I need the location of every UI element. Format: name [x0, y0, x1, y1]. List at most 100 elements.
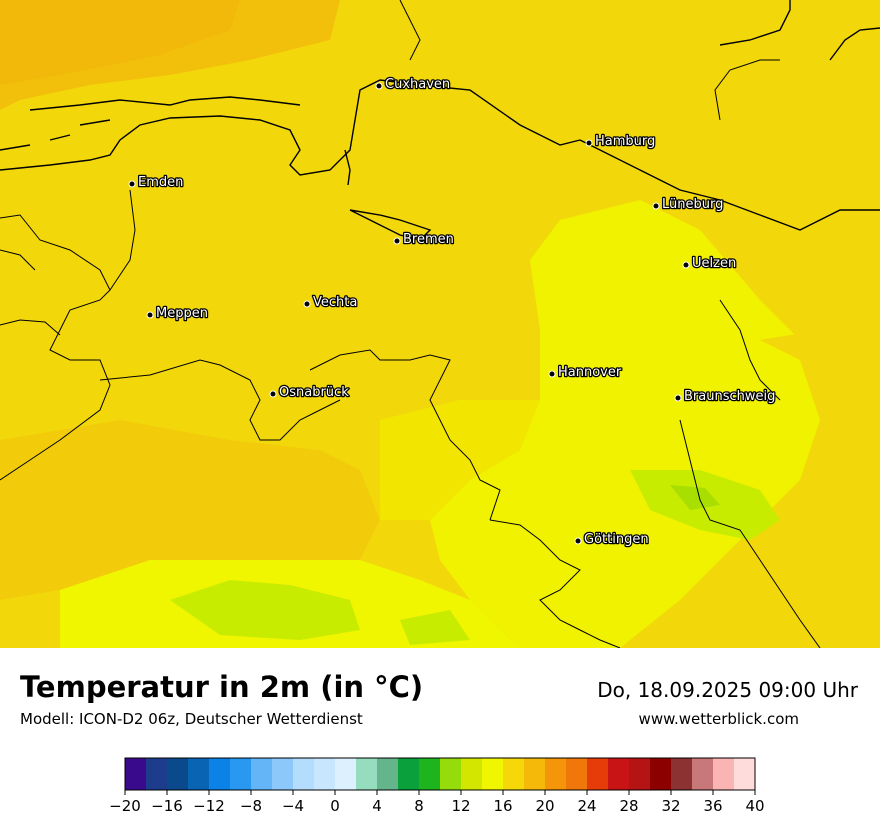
- legend-color-box: [440, 758, 462, 790]
- city-label: Göttingen: [584, 532, 649, 547]
- legend-color-box: [482, 758, 504, 790]
- legend-color-box: [125, 758, 147, 790]
- city-marker-dot: [269, 390, 277, 398]
- legend-tick-label: −4: [282, 797, 304, 815]
- website-link[interactable]: www.wetterblick.com: [638, 710, 799, 728]
- city-markers: Cuxhaven Hamburg Emden Lüneburg Bremen Uelzen…: [128, 76, 777, 548]
- warm-zone-coast: [0, 0, 240, 85]
- legend-color-box: [419, 758, 441, 790]
- legend-color-box: [524, 758, 546, 790]
- map-title: Temperatur in 2m (in °C): [20, 670, 424, 704]
- city-marker-dot: [674, 394, 682, 402]
- city-hannover: Hannover: [548, 364, 623, 381]
- city-label: Vechta: [313, 295, 357, 310]
- cool-zone-south: [400, 610, 470, 645]
- city-uelzen: Uelzen: [682, 255, 737, 272]
- legend-color-box: [398, 758, 420, 790]
- city-label: Cuxhaven: [385, 77, 450, 92]
- city-marker-dot: [128, 180, 136, 188]
- legend-color-box: [356, 758, 378, 790]
- legend-tick-label: 40: [745, 797, 764, 815]
- city-marker-dot: [375, 82, 383, 90]
- city-marker-dot: [303, 300, 311, 308]
- legend-color-boxes: [125, 758, 756, 790]
- legend-color-box: [230, 758, 252, 790]
- legend-ticks: −20 −16 −12 −8 −4 0 4 8 12 16 20 24 28 32 36 40: [109, 790, 765, 815]
- legend-color-box: [734, 758, 756, 790]
- legend-color-box: [272, 758, 294, 790]
- city-label: Bremen: [403, 232, 454, 247]
- city-osnabrück: Osnabrück: [269, 384, 350, 401]
- legend-color-box: [335, 758, 357, 790]
- legend-color-box: [503, 758, 525, 790]
- city-vechta: Vechta: [303, 294, 359, 311]
- legend-color-box: [314, 758, 336, 790]
- borders: [0, 0, 821, 648]
- city-hamburg: Hamburg: [585, 133, 657, 150]
- city-label: Lüneburg: [662, 197, 723, 212]
- legend-color-box: [587, 758, 609, 790]
- legend-color-box: [692, 758, 714, 790]
- city-marker-dot: [682, 261, 690, 269]
- city-label: Emden: [138, 175, 183, 190]
- warm-zone-southwest: [0, 420, 380, 600]
- legend-color-box: [713, 758, 735, 790]
- city-label: Hamburg: [595, 134, 655, 149]
- coastlines: [0, 0, 880, 241]
- legend-color-box: [545, 758, 567, 790]
- city-label: Hannover: [558, 365, 622, 380]
- legend-tick-label: −20: [109, 797, 141, 815]
- city-emden: Emden: [128, 174, 185, 191]
- legend-tick-label: 20: [535, 797, 554, 815]
- city-braunschweig: Braunschweig: [674, 388, 777, 405]
- warm-zone-east: [760, 320, 880, 560]
- city-marker-dot: [585, 139, 593, 147]
- city-marker-dot: [548, 370, 556, 378]
- legend-color-box: [566, 758, 588, 790]
- city-meppen: Meppen: [146, 305, 209, 322]
- legend-tick-label: 0: [330, 797, 340, 815]
- city-göttingen: Göttingen: [574, 531, 650, 548]
- mild-zone-center: [380, 400, 540, 520]
- legend-color-box: [650, 758, 672, 790]
- legend-color-box: [629, 758, 651, 790]
- legend-tick-label: −8: [240, 797, 262, 815]
- legend-tick-label: 12: [451, 797, 470, 815]
- legend-color-box: [146, 758, 168, 790]
- legend-color-box: [671, 758, 693, 790]
- legend-tick-label: 28: [619, 797, 638, 815]
- cool-zone-harz-core: [670, 485, 720, 510]
- legend-tick-label: 32: [661, 797, 680, 815]
- color-legend: −20 −16 −12 −8 −4 0 4 8 12 16 20 24 28 32 36 40: [109, 757, 765, 815]
- city-label: Uelzen: [692, 256, 736, 271]
- legend-tick-label: 36: [703, 797, 722, 815]
- legend-tick-label: 24: [577, 797, 596, 815]
- temperature-map: Cuxhaven Hamburg Emden Lüneburg Bremen Uelzen…: [0, 0, 880, 648]
- city-marker-dot: [652, 202, 660, 210]
- city-label: Osnabrück: [279, 385, 349, 400]
- cool-zone-sw: [170, 580, 360, 640]
- legend-tick-label: 8: [414, 797, 424, 815]
- city-label: Braunschweig: [684, 389, 775, 404]
- legend-color-box: [608, 758, 630, 790]
- forecast-datetime: Do, 18.09.2025 09:00 Uhr: [597, 678, 858, 702]
- legend-color-box: [167, 758, 189, 790]
- model-source: Modell: ICON-D2 06z, Deutscher Wetterdie…: [20, 710, 363, 728]
- legend-color-box: [293, 758, 315, 790]
- legend-tick-label: −16: [151, 797, 183, 815]
- legend-color-box: [251, 758, 273, 790]
- city-marker-dot: [146, 311, 154, 319]
- city-marker-dot: [393, 237, 401, 245]
- city-label: Meppen: [156, 306, 208, 321]
- legend-color-box: [461, 758, 483, 790]
- city-cuxhaven: Cuxhaven: [375, 76, 451, 93]
- city-bremen: Bremen: [393, 231, 455, 248]
- mild-zone-east: [430, 200, 820, 648]
- legend-tick-label: 4: [372, 797, 382, 815]
- legend-color-box: [377, 758, 399, 790]
- legend-tick-label: −12: [193, 797, 225, 815]
- legend-tick-label: 16: [493, 797, 512, 815]
- city-marker-dot: [574, 537, 582, 545]
- city-lüneburg: Lüneburg: [652, 196, 725, 213]
- legend-color-box: [188, 758, 210, 790]
